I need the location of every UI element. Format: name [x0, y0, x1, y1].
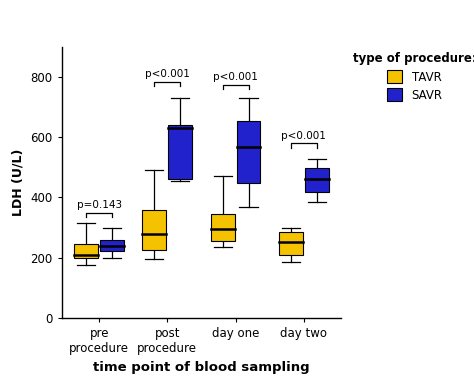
Legend: TAVR, SAVR: TAVR, SAVR: [353, 52, 474, 102]
Bar: [305, 168, 328, 192]
X-axis label: time point of blood sampling: time point of blood sampling: [93, 361, 310, 374]
Y-axis label: LDH (U/L): LDH (U/L): [12, 149, 25, 216]
Bar: [100, 240, 124, 251]
Text: p=0.143: p=0.143: [77, 201, 122, 210]
Text: p<0.001: p<0.001: [213, 72, 258, 82]
Bar: [168, 125, 192, 179]
Bar: [210, 214, 235, 241]
Bar: [74, 244, 98, 258]
Bar: [237, 121, 260, 183]
Bar: [279, 232, 303, 255]
Text: p<0.001: p<0.001: [145, 69, 190, 79]
Text: p<0.001: p<0.001: [282, 131, 326, 141]
Bar: [143, 210, 166, 250]
